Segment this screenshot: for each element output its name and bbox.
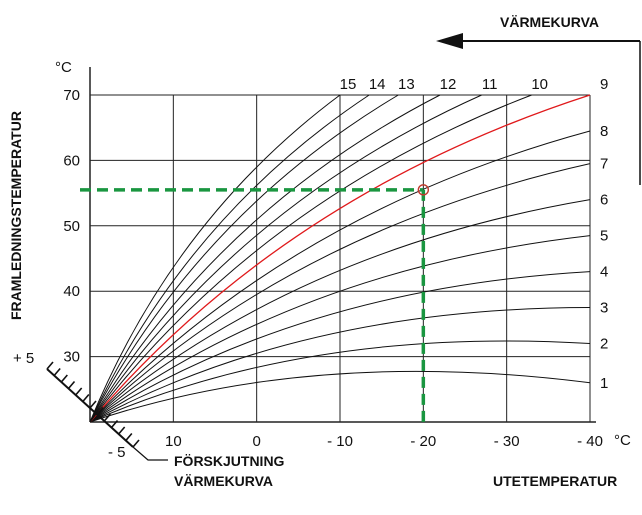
heating-curve-2 <box>89 340 591 423</box>
curve-label-3: 3 <box>600 300 608 317</box>
shift-scale-tick-3 <box>67 380 76 390</box>
grid <box>89 67 596 423</box>
shift-scale-tick-1 <box>53 367 61 377</box>
shift-scale <box>46 361 140 448</box>
y-tick-label-50: 50 <box>63 218 80 235</box>
curve-label-8: 8 <box>600 123 608 140</box>
heating-curve-14 <box>89 94 370 423</box>
shift-scale-tick-11 <box>125 432 133 442</box>
heating-curve-5 <box>89 235 591 423</box>
curve-label-7: 7 <box>600 156 608 173</box>
heating-curves <box>89 94 591 423</box>
x-tick-label-1: 0 <box>252 433 260 450</box>
title-arrow-head <box>436 33 463 49</box>
shift-plus-label: + 5 <box>13 350 34 367</box>
y-tick-label-60: 60 <box>63 152 80 169</box>
heating-curve-13 <box>89 94 399 423</box>
shift-label-leader <box>132 446 168 461</box>
x-tick-label-3: - 20 <box>410 433 436 450</box>
shift-scale-tick-5 <box>82 393 90 403</box>
heating-curve-15 <box>89 94 341 423</box>
example-point-marker <box>417 184 430 196</box>
shift-scale-tick-10 <box>118 426 126 435</box>
x-unit-label: °C <box>614 432 631 449</box>
heating-curve-10 <box>89 94 532 423</box>
curve-label-14: 14 <box>369 76 386 93</box>
curve-label-15: 15 <box>340 76 357 93</box>
curve-label-1: 1 <box>600 375 608 392</box>
y-tick-label-70: 70 <box>63 87 80 104</box>
heating-curve-11 <box>89 94 482 423</box>
y-tick-label-30: 30 <box>63 349 80 366</box>
curve-label-4: 4 <box>600 264 608 281</box>
heating-curve-1 <box>89 370 591 423</box>
y-tick-label-40: 40 <box>63 283 80 300</box>
x-tick-label-0: 10 <box>165 433 182 450</box>
heating-curve-4 <box>89 271 591 423</box>
shift-scale-tick-4 <box>75 387 83 396</box>
shift-label-line2: VÄRMEKURVA <box>174 473 273 489</box>
curve-label-10: 10 <box>531 76 548 93</box>
heating-curve-8 <box>89 130 591 423</box>
x-tick-label-5: - 40 <box>577 433 603 450</box>
curve-label-13: 13 <box>398 76 415 93</box>
curve-label-6: 6 <box>600 192 608 209</box>
x-axis-title: UTETEMPERATUR <box>493 473 617 489</box>
example-reading <box>80 184 430 422</box>
shift-label-line1: FÖRSKJUTNING <box>174 453 285 469</box>
shift-minus-label: - 5 <box>108 444 126 461</box>
shift-scale-tick-2 <box>60 374 68 383</box>
shift-scale-tick-12 <box>132 439 140 448</box>
shift-scale-tick-7 <box>96 406 104 416</box>
shift-scale-tick-9 <box>110 419 119 429</box>
heating-curve-9 <box>89 94 591 423</box>
y-unit-label: °C <box>55 59 72 76</box>
shift-scale-tick-0 <box>46 361 54 370</box>
y-axis-title: FRAMLEDNINGSTEMPERATUR <box>8 111 24 320</box>
shift-scale-tick-8 <box>103 413 111 422</box>
heating-curve-7 <box>89 163 591 423</box>
curve-label-5: 5 <box>600 228 608 245</box>
x-tick-label-2: - 10 <box>327 433 353 450</box>
heating-curve-6 <box>89 199 591 423</box>
heating-curve-12 <box>89 94 441 423</box>
heating-curve-3 <box>89 307 591 423</box>
curve-label-11: 11 <box>482 76 498 93</box>
curve-label-2: 2 <box>600 336 608 353</box>
curve-label-9: 9 <box>600 76 608 93</box>
curve-family-title: VÄRMEKURVA <box>500 14 599 30</box>
shift-scale-tick-6 <box>89 400 97 409</box>
x-tick-label-4: - 30 <box>494 433 520 450</box>
curve-label-12: 12 <box>440 76 457 93</box>
